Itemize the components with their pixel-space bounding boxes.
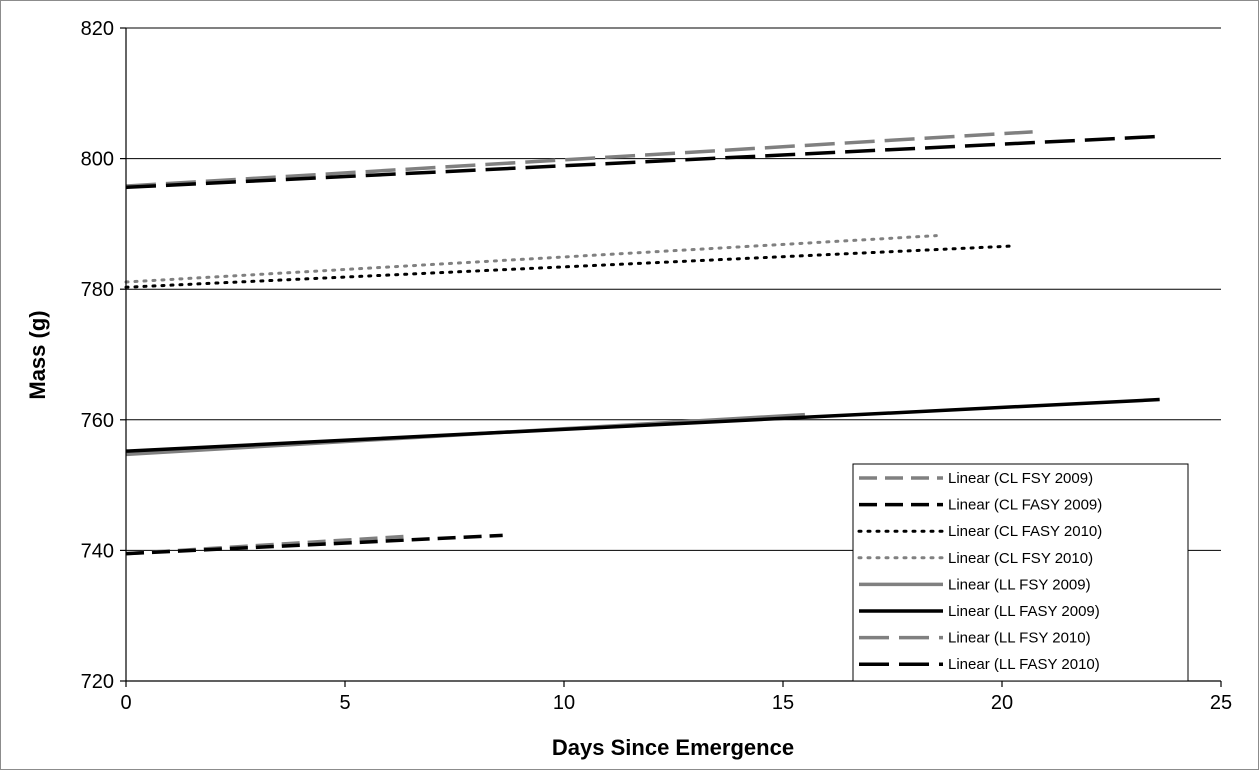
legend-label-8: Linear (LL FASY 2010) xyxy=(948,656,1100,673)
legend-label-4: Linear (CL FSY 2010) xyxy=(948,550,1093,567)
tick-labels: 720 740 760 780 800 820 0 5 10 15 20 25 xyxy=(81,18,1233,714)
x-tick-label: 0 xyxy=(120,692,131,714)
x-tick-label: 10 xyxy=(553,692,575,714)
y-tick-label: 740 xyxy=(81,540,114,562)
legend-box xyxy=(852,463,1189,682)
legend-label-7: Linear (LL FSY 2010) xyxy=(948,630,1091,647)
x-tick-label: 25 xyxy=(1210,692,1232,714)
y-tick-label: 820 xyxy=(81,18,114,40)
series-line-7 xyxy=(125,130,1033,188)
legend: Linear (CL FSY 2009) Linear (CL FASY 2009… xyxy=(852,463,1189,682)
series-line-8 xyxy=(125,134,1160,190)
y-axis-title: Mass (g) xyxy=(25,310,50,399)
legend-label-3: Linear (CL FASY 2010) xyxy=(948,523,1102,540)
y-tick-label: 720 xyxy=(81,671,114,693)
series-line-4 xyxy=(124,234,938,284)
legend-label-6: Linear (LL FASY 2009) xyxy=(948,603,1100,620)
series-line-6 xyxy=(125,397,1160,453)
series-line-2 xyxy=(125,533,503,556)
series-line-3 xyxy=(124,244,1013,289)
y-tick-label: 760 xyxy=(81,410,114,432)
series-line-1 xyxy=(125,534,411,556)
x-tick-label: 15 xyxy=(772,692,794,714)
legend-label-5: Linear (LL FSY 2009) xyxy=(948,576,1091,593)
y-tick-label: 800 xyxy=(81,149,114,171)
x-tick-label: 5 xyxy=(339,692,350,714)
y-tick-label: 780 xyxy=(81,279,114,301)
legend-label-1: Linear (CL FSY 2009) xyxy=(948,470,1093,487)
x-tick-label: 20 xyxy=(991,692,1013,714)
x-axis-title: Days Since Emergence xyxy=(552,735,794,760)
legend-label-2: Linear (CL FASY 2009) xyxy=(948,497,1102,514)
series-lines xyxy=(124,130,1160,556)
